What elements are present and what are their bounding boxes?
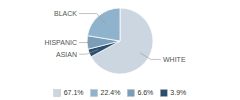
leader-line [79, 42, 97, 44]
annotation: BLACK [54, 10, 77, 17]
legend-label: 6.6% [137, 89, 153, 96]
legend-item: 3.9% [160, 89, 186, 96]
legend-item: 22.4% [91, 89, 121, 96]
pie [87, 8, 153, 74]
legend-label: 22.4% [101, 89, 121, 96]
legend-swatch [160, 90, 167, 97]
legend-swatch [127, 90, 134, 97]
annotation: WHITE [163, 56, 186, 63]
leader-line [79, 49, 98, 54]
legend-label: 67.1% [64, 89, 84, 96]
legend-swatch [91, 90, 98, 97]
chart: WHITE ASIAN HISPANIC BLACK 67.1% 22.4% 6.6% 3.9… [0, 0, 240, 100]
legend-swatch [54, 90, 61, 97]
legend-item: 6.6% [127, 89, 153, 96]
leader-line [140, 53, 161, 60]
legend: 67.1% 22.4% 6.6% 3.9% [54, 89, 187, 96]
pie-slice [87, 8, 120, 41]
legend-label: 3.9% [170, 89, 186, 96]
annotations: WHITE ASIAN HISPANIC BLACK [44, 10, 185, 63]
annotation: HISPANIC [44, 39, 77, 46]
legend-item: 67.1% [54, 89, 84, 96]
leader-line [79, 14, 105, 24]
annotation: ASIAN [56, 51, 77, 58]
